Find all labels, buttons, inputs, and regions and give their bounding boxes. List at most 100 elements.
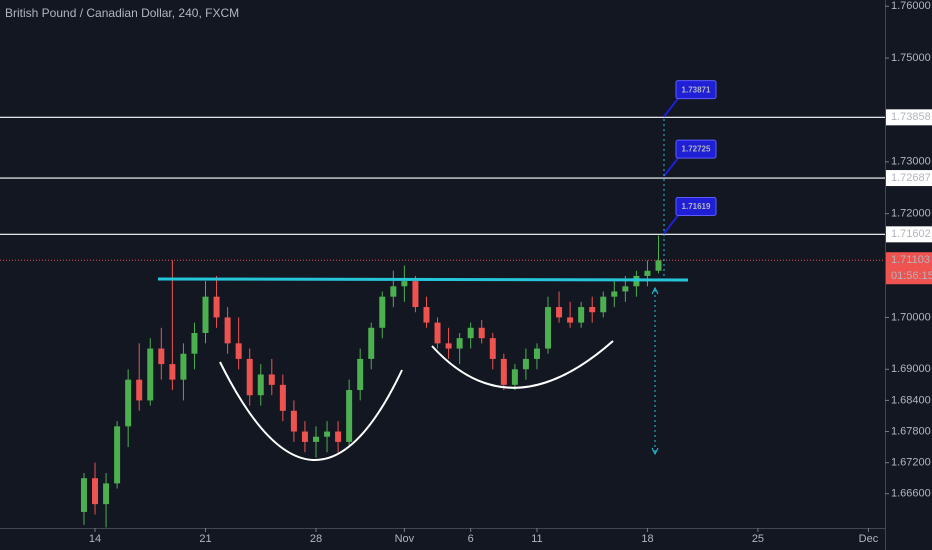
candle-body [445, 343, 452, 349]
candle-body [489, 338, 496, 359]
y-tick-label: 1.66600 [891, 488, 931, 500]
level-label: 1.73858 [891, 111, 931, 123]
candle-body [202, 296, 209, 333]
candle-body [92, 478, 99, 505]
candle-body [578, 307, 585, 323]
candle-body [423, 307, 430, 323]
candle-body [346, 390, 353, 442]
y-tick-label: 1.70000 [891, 311, 931, 323]
chart-title: British Pound / Canadian Dollar, 240, FX… [5, 6, 239, 20]
candle-body [169, 364, 176, 380]
candle-body [147, 348, 154, 401]
callout-box [675, 80, 717, 100]
candle-body [268, 374, 275, 385]
callout-pointer [663, 98, 679, 118]
candle-body [622, 286, 629, 292]
candle-body [589, 307, 596, 313]
candle-body [533, 348, 540, 359]
candle-body [180, 353, 187, 380]
neckline [157, 277, 689, 282]
candle-body [257, 374, 264, 396]
y-tick-label: 1.72000 [891, 208, 931, 220]
x-tick-label: 11 [531, 533, 542, 545]
callout-label: 1.72725 [682, 145, 711, 154]
candle-body [655, 260, 662, 271]
candle-body [567, 317, 574, 323]
level-label-box [886, 170, 932, 187]
candle-body [301, 431, 308, 442]
last-price-box [886, 252, 932, 285]
countdown: 01:56:15 [891, 270, 932, 282]
last-price-label: 1.71103 [891, 254, 930, 266]
x-tick-label: 18 [641, 533, 653, 545]
x-tick-label: 14 [89, 533, 101, 545]
candle-body [158, 348, 165, 365]
candle-body [213, 296, 220, 318]
candle-body [290, 410, 297, 432]
arrow-heads [651, 286, 659, 456]
candle-body [235, 343, 242, 359]
x-tick-label: 6 [468, 533, 474, 545]
candle-body [511, 369, 518, 385]
callout-box [675, 139, 717, 159]
candle-body [600, 296, 607, 313]
callout-box [675, 196, 717, 216]
candle-body [434, 322, 441, 344]
candle-body [522, 358, 529, 370]
cup-left [219, 361, 403, 461]
candle-body [324, 431, 331, 437]
x-tick-label: 28 [310, 533, 322, 545]
candle-body [401, 281, 408, 287]
callout-label: 1.73871 [682, 85, 711, 94]
candle-body [357, 358, 364, 391]
y-tick-label: 1.68400 [891, 394, 931, 406]
level-label: 1.72687 [891, 172, 931, 184]
callout-pointer [663, 157, 679, 177]
y-tick-label: 1.75000 [891, 52, 931, 64]
x-tick-label: Nov [395, 533, 415, 545]
candle-body [114, 426, 121, 484]
candle-body [456, 338, 463, 349]
candle-body [191, 332, 198, 354]
level-label: 1.71602 [891, 228, 931, 240]
candle-body [279, 384, 286, 411]
candle-body [412, 281, 419, 308]
y-tick-label: 1.76000 [891, 0, 931, 12]
candle-body [80, 478, 87, 512]
candle-body [500, 358, 507, 385]
drawings [157, 118, 689, 461]
candle-body [545, 307, 552, 349]
y-tick-label: 1.69000 [891, 363, 931, 375]
y-tick-label: 1.67200 [891, 457, 931, 469]
candle-body [644, 270, 651, 276]
candle-body [103, 483, 110, 505]
candle-body [478, 327, 485, 339]
candle-body [246, 358, 253, 396]
level-label-box [886, 109, 932, 126]
candle-body [312, 436, 319, 442]
level-label-box [886, 226, 932, 243]
candle-body [224, 317, 231, 344]
candle-body [125, 379, 132, 427]
y-tick-label: 1.67800 [891, 425, 931, 437]
axis-layer: 1.76000 1.75000 1.73000 1.72000 1.70000 1.690… [89, 0, 932, 545]
callout-pointer [663, 214, 679, 235]
plot: 1.73871 1.72725 1.71619 [0, 80, 885, 528]
candle-body [335, 431, 342, 442]
y-tick-label: 1.73000 [891, 156, 931, 168]
candle-body [368, 327, 375, 359]
candle-body [467, 327, 474, 339]
x-tick-label: 25 [752, 533, 764, 545]
x-tick-label: 21 [199, 533, 211, 545]
x-tick-label: Dec [859, 533, 879, 545]
candle-body [136, 379, 143, 401]
callout-label: 1.71619 [682, 202, 711, 211]
candle-body [390, 286, 397, 297]
candle-body [379, 296, 386, 328]
candle-body [611, 291, 618, 297]
cup-right [431, 340, 614, 389]
candle-body [556, 307, 563, 318]
